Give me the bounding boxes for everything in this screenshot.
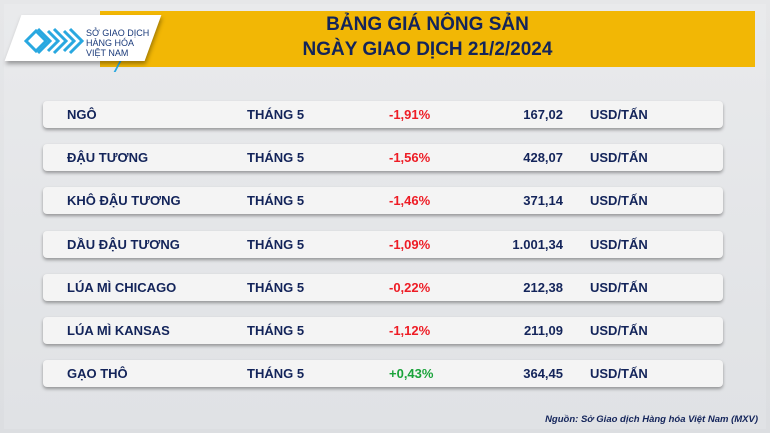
price-unit: USD/TẤN [590, 236, 648, 252]
contract-month: THÁNG 5 [247, 150, 305, 166]
price-change: -1,91% [389, 107, 431, 122]
price-value: 212,38 [523, 279, 563, 295]
logo-line: VIỆT NAM [86, 48, 129, 58]
commodity-name: KHÔ ĐẬU TƯƠNG [67, 193, 181, 209]
logo-text: SỞ GIAO DỊCH HÀNG HÓA VIỆT NAM [86, 28, 149, 58]
price-change: +0,43% [389, 366, 434, 382]
contract-month: THÁNG 5 [247, 279, 305, 295]
price-change: -1,12% [389, 323, 431, 338]
price-unit: USD/TẤN [590, 323, 648, 338]
commodity-name: DẦU ĐẬU TƯƠNG [67, 236, 180, 252]
header-banner [100, 11, 755, 67]
price-change: -0,22% [389, 279, 431, 295]
table-row: LÚA MÌ CHICAGO THÁNG 5 -0,22% 212,38 USD/TẤN [43, 273, 723, 301]
table-row: DẦU ĐẬU TƯƠNG THÁNG 5 -1,09% 1.001,34 USD/TẤ… [43, 230, 723, 258]
table-row: NGÔ THÁNG 5 -1,91% 167,02 USD/TẤN [43, 101, 723, 128]
price-value: 428,07 [523, 150, 563, 166]
contract-month: THÁNG 5 [247, 236, 305, 252]
table-row: GẠO THÔ THÁNG 5 +0,43% 364,45 USD/TẤN [43, 360, 723, 388]
price-unit: USD/TẤN [590, 107, 648, 122]
commodity-name: NGÔ [67, 107, 97, 122]
price-value: 371,14 [523, 193, 563, 209]
contract-month: THÁNG 5 [247, 193, 305, 209]
price-change: -1,09% [389, 236, 431, 252]
logo-line: SỞ GIAO DỊCH [86, 28, 150, 38]
price-value: 364,45 [523, 366, 563, 382]
price-value: 167,02 [523, 107, 563, 122]
page-subtitle: NGÀY GIAO DỊCH 21/2/2024 [302, 39, 553, 60]
contract-month: THÁNG 5 [247, 323, 305, 338]
price-unit: USD/TẤN [590, 193, 648, 209]
commodity-name: LÚA MÌ KANSAS [67, 323, 170, 338]
price-change: -1,46% [389, 193, 431, 209]
table-row: LÚA MÌ KANSAS THÁNG 5 -1,12% 211,09 USD/TẤN [43, 317, 723, 344]
price-unit: USD/TẤN [590, 366, 648, 382]
commodity-name: LÚA MÌ CHICAGO [67, 279, 177, 295]
mxv-logo-icon [18, 15, 168, 61]
price-unit: USD/TẤN [590, 150, 648, 166]
table-row: ĐẬU TƯƠNG THÁNG 5 -1,56% 428,07 USD/TẤN [43, 144, 723, 172]
price-value: 211,09 [523, 323, 563, 338]
contract-month: THÁNG 5 [247, 366, 305, 382]
commodity-name: GẠO THÔ [67, 366, 128, 382]
price-value: 1.001,34 [512, 236, 563, 252]
table-row: KHÔ ĐẬU TƯƠNG THÁNG 5 -1,46% 371,14 USD/TẤN [43, 187, 723, 215]
source-note: Nguồn: Sở Giao dịch Hàng hóa Việt Nam (M… [545, 414, 758, 425]
commodity-name: ĐẬU TƯƠNG [67, 150, 149, 166]
price-change: -1,56% [389, 150, 431, 166]
contract-month: THÁNG 5 [247, 107, 305, 122]
logo-line: HÀNG HÓA [86, 38, 135, 48]
background [4, 4, 766, 429]
page-title: BẢNG GIÁ NÔNG SẢN [326, 14, 529, 35]
price-unit: USD/TẤN [590, 279, 648, 295]
